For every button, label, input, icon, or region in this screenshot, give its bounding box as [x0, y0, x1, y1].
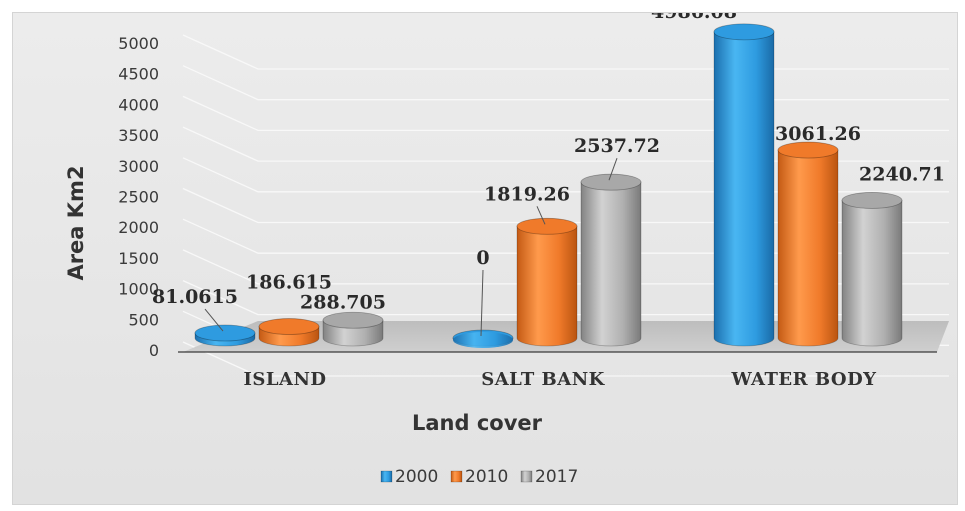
gridline [182, 65, 949, 101]
bar-body [516, 225, 578, 347]
data-label-leader [536, 206, 546, 225]
bar-body [777, 149, 839, 347]
bar-top [322, 311, 384, 329]
bar-2000-island [194, 324, 256, 347]
data-label-leader [480, 269, 484, 337]
bar-top [777, 141, 839, 159]
y-tick-label: 4000 [118, 95, 159, 114]
legend-label: 2000 [395, 467, 438, 487]
data-label: 288.705 [300, 291, 386, 313]
y-tick-label: 4500 [118, 65, 159, 84]
y-axis-title: Area Km2 [64, 165, 88, 280]
legend-label: 2010 [465, 467, 508, 487]
data-label: 2537.72 [574, 135, 660, 157]
bars [194, 23, 903, 348]
legend-label: 2017 [535, 467, 578, 487]
x-category-label: SALT BANK [481, 369, 605, 390]
legend-swatch [520, 470, 533, 483]
data-label: 1819.26 [484, 183, 570, 205]
y-tick-label: 2000 [118, 218, 159, 237]
leader-lines [204, 158, 618, 337]
bar-2000-salt-bank [452, 329, 514, 348]
bar-2010-water-body [777, 141, 839, 347]
bar-top [713, 23, 775, 41]
gridline [182, 34, 949, 70]
legend: 2000 2010 2017 [380, 467, 578, 487]
data-label: 186.615 [246, 272, 332, 294]
bar-top [580, 173, 642, 191]
bar-2017-island [322, 311, 384, 347]
data-label: 3061.26 [775, 123, 861, 145]
data-label-leader [608, 158, 618, 181]
y-axis-ticks: 0 500 1000 1500 2000 2500 3000 3500 4000 4500 5000 [118, 34, 159, 360]
chart-area: 0 500 1000 1500 2000 2500 3000 3500 4000 4500 5000… [64, 13, 949, 487]
bar-top [258, 318, 320, 335]
y-tick-label: 5000 [118, 34, 159, 53]
bar-top [194, 324, 256, 342]
bar-base [453, 332, 513, 348]
data-label: 81.0615 [152, 286, 238, 308]
bar-top [516, 217, 578, 235]
data-label: 4986.08 [651, 13, 737, 23]
bar-2000-water-body [713, 23, 775, 347]
data-label-leader [204, 308, 224, 332]
x-axis-title: Land cover [412, 411, 543, 435]
y-tick-label: 1500 [118, 249, 159, 268]
data-label: 2240.71 [859, 163, 945, 185]
y-tick-label: 2500 [118, 188, 159, 207]
bar-2017-water-body [841, 192, 903, 347]
bar-2017-salt-bank [580, 173, 642, 347]
y-tick-label: 1000 [118, 280, 159, 299]
y-tick-label: 500 [128, 310, 159, 329]
chart-frame: 0 500 1000 1500 2000 2500 3000 3500 4000 4500 5000… [12, 12, 958, 505]
x-category-label: WATER BODY [730, 369, 877, 390]
bar-2010-salt-bank [516, 217, 578, 347]
bar-body [713, 31, 775, 347]
gridline [182, 341, 949, 377]
bar-top [841, 192, 903, 209]
bar-body [580, 181, 642, 347]
bar-2010-island [258, 318, 320, 347]
legend-swatch [450, 470, 463, 483]
y-tick-label: 3000 [118, 157, 159, 176]
x-category-label: ISLAND [243, 369, 326, 390]
bar-body [841, 200, 903, 347]
y-tick-label: 0 [149, 341, 159, 360]
x-axis-category-labels: ISLAND SALT BANK WATER BODY [243, 369, 877, 390]
y-tick-label: 3500 [118, 126, 159, 145]
data-label: 0 [476, 247, 489, 269]
legend-swatch [380, 470, 393, 483]
